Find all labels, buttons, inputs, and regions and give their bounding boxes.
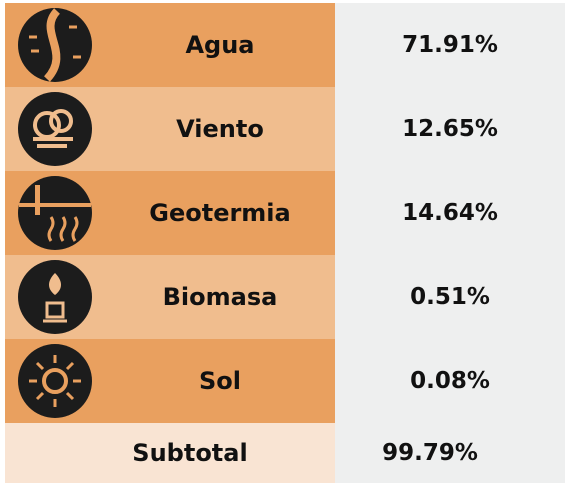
row: Viento 12.65%: [5, 87, 565, 171]
cell: [5, 423, 335, 483]
row: Agua 71.91%: [5, 3, 565, 87]
row: Geotermia 14.64%: [5, 171, 565, 255]
sun-icon: [18, 344, 92, 418]
source-value: 0.51%: [410, 284, 490, 310]
source-value: 12.65%: [402, 116, 498, 142]
source-value: 0.08%: [410, 368, 490, 394]
source-value: 14.64%: [402, 200, 498, 226]
subtotal-label: Subtotal: [132, 439, 248, 467]
row: Sol 0.08%: [5, 339, 565, 423]
source-label: Viento: [176, 115, 264, 143]
subtotal-value: 99.79%: [382, 440, 478, 466]
geothermal-icon: [18, 176, 92, 250]
water-icon: [18, 8, 92, 82]
source-label: Biomasa: [162, 283, 278, 311]
source-label: Agua: [185, 31, 255, 59]
source-label: Sol: [199, 367, 241, 395]
biomass-icon: [18, 260, 92, 334]
subtotal-row: Subtotal 99.79%: [5, 423, 565, 483]
source-value: 71.91%: [402, 32, 498, 58]
energy-table: Agua 71.91% Viento 12.65% Geotermia 14.6…: [5, 3, 565, 483]
source-label: Geotermia: [149, 199, 291, 227]
row: Biomasa 0.51%: [5, 255, 565, 339]
wind-icon: [18, 92, 92, 166]
